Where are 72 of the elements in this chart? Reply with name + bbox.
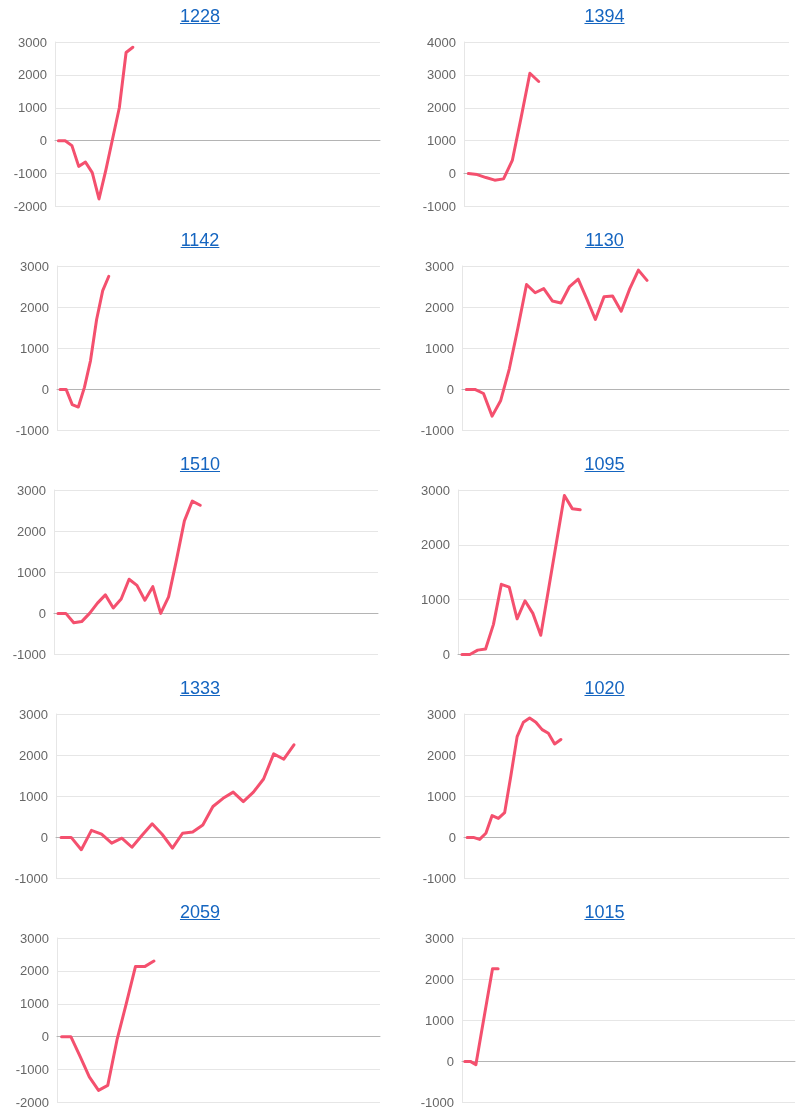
y-tick-label: -1000 xyxy=(420,423,454,438)
y-tick-label: 1000 xyxy=(20,996,49,1012)
chart-title: 1333 xyxy=(178,678,221,699)
chart-title: 1095 xyxy=(583,454,626,475)
y-tick-label: -1000 xyxy=(422,871,456,886)
chart-title: 1228 xyxy=(178,6,221,27)
y-tick-label: 1000 xyxy=(20,340,49,356)
y-tick-label: -1000 xyxy=(422,199,456,214)
y-tick-label: 1000 xyxy=(17,564,46,580)
y-tick-label: 0 xyxy=(39,133,47,149)
line-series xyxy=(59,743,296,852)
y-tick-label: -1000 xyxy=(420,1095,454,1110)
line-series xyxy=(465,716,563,841)
line-series xyxy=(466,71,541,182)
y-tick-label: 1000 xyxy=(427,133,456,149)
y-tick-label: 2000 xyxy=(20,963,49,979)
y-tick-label: 3000 xyxy=(18,34,47,50)
chart-title: 1394 xyxy=(583,6,626,27)
y-tick-label: 0 xyxy=(41,381,49,397)
y-tick-label: 3000 xyxy=(427,706,456,722)
y-tick-label: 2000 xyxy=(427,100,456,116)
y-tick-label: 3000 xyxy=(19,706,48,722)
y-tick-label: 1000 xyxy=(425,1012,454,1028)
y-tick-label: 0 xyxy=(448,829,456,845)
line-series xyxy=(56,499,202,625)
y-tick-label: -2000 xyxy=(13,199,47,214)
y-tick-label: 2000 xyxy=(425,971,454,987)
y-tick-label: 4000 xyxy=(427,34,456,50)
y-tick-label: -1000 xyxy=(15,423,49,438)
y-tick-label: 3000 xyxy=(425,258,454,274)
chart-title: 1510 xyxy=(178,454,221,475)
y-tick-label: -1000 xyxy=(15,1062,49,1078)
y-tick-label: 2000 xyxy=(18,67,47,83)
chart-title: 1142 xyxy=(179,230,221,251)
chart-title: 1015 xyxy=(583,902,626,923)
line-series xyxy=(60,959,156,1092)
line-series xyxy=(460,493,582,656)
y-tick-label: 0 xyxy=(442,647,450,662)
y-tick-label: 0 xyxy=(38,605,46,621)
chart-title: 1020 xyxy=(583,678,626,699)
y-tick-label: 0 xyxy=(41,1029,49,1045)
y-tick-label: 3000 xyxy=(427,67,456,83)
y-tick-label: -1000 xyxy=(12,647,46,662)
chart-title: 1130 xyxy=(584,230,625,251)
y-tick-label: 3000 xyxy=(421,482,450,498)
y-tick-label: 3000 xyxy=(425,930,454,946)
y-tick-label: 1000 xyxy=(18,100,47,116)
y-tick-label: 1000 xyxy=(427,788,456,804)
y-tick-label: 2000 xyxy=(20,299,49,315)
y-tick-label: -1000 xyxy=(13,166,47,182)
y-tick-label: 2000 xyxy=(421,537,450,553)
y-tick-label: 0 xyxy=(446,381,454,397)
y-tick-label: 1000 xyxy=(425,340,454,356)
chart-title: 2059 xyxy=(178,902,221,923)
y-tick-label: -1000 xyxy=(14,871,48,886)
line-series xyxy=(463,967,500,1067)
line-series xyxy=(56,45,135,201)
line-series xyxy=(464,268,649,418)
y-tick-label: 2000 xyxy=(17,523,46,539)
y-tick-label: 1000 xyxy=(421,592,450,608)
y-tick-label: 2000 xyxy=(19,747,48,763)
line-series xyxy=(58,274,111,409)
y-tick-label: 2000 xyxy=(425,299,454,315)
y-tick-label: 0 xyxy=(40,829,48,845)
y-tick-label: 2000 xyxy=(427,747,456,763)
y-tick-label: 3000 xyxy=(20,930,49,946)
y-tick-label: -2000 xyxy=(15,1095,49,1110)
y-tick-label: 0 xyxy=(448,166,456,182)
y-tick-label: 3000 xyxy=(20,258,49,274)
y-tick-label: 0 xyxy=(446,1053,454,1069)
y-tick-label: 3000 xyxy=(17,482,46,498)
y-tick-label: 1000 xyxy=(19,788,48,804)
